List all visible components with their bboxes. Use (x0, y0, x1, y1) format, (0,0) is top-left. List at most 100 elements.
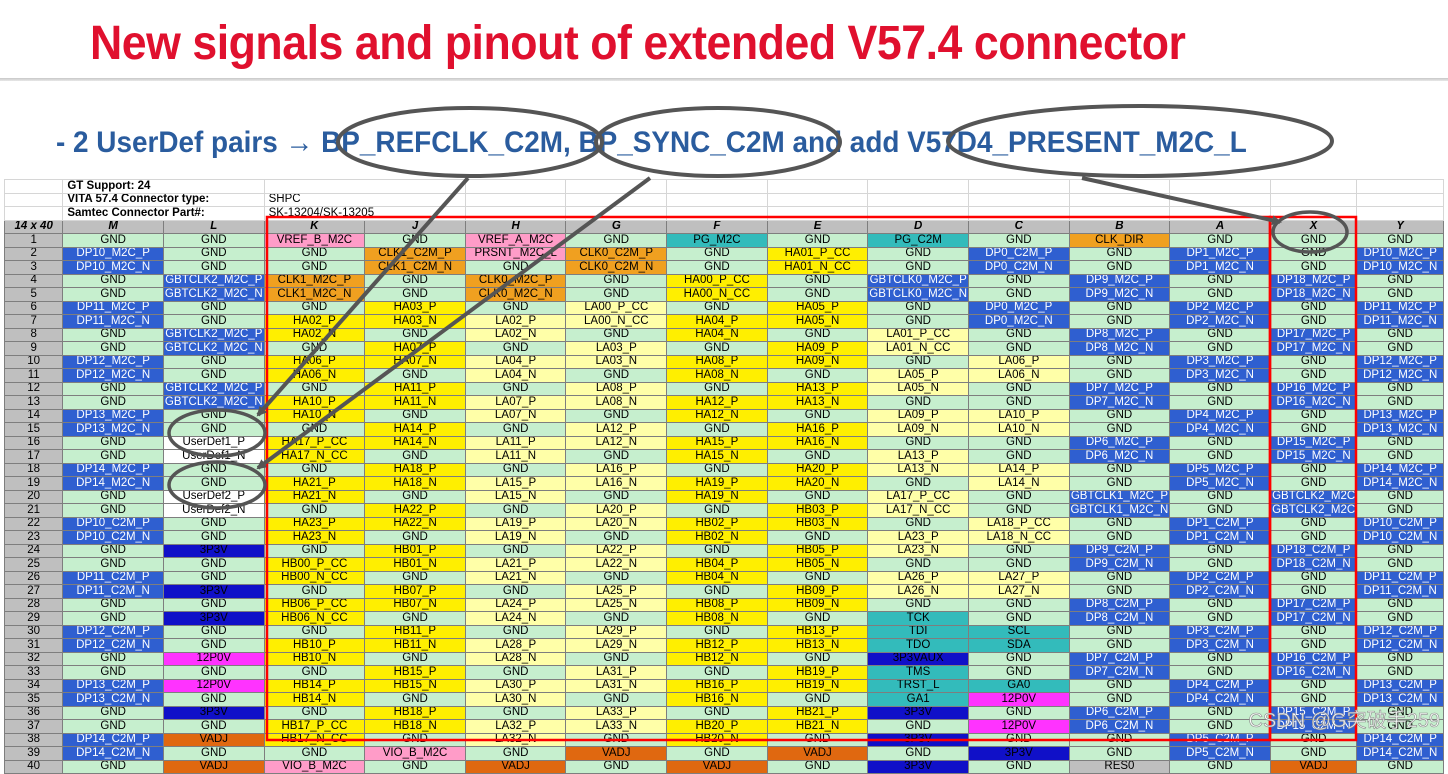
pin-cell: LA18_N_CC (967, 530, 1070, 545)
pin-cell: GND (62, 651, 164, 666)
pin-cell: GND (967, 732, 1070, 747)
pin-cell: CLK0_M2C_P (464, 273, 567, 288)
pin-row: 23 DP10_C2M_N GND HA23_N GND LA19_N GND HB02_N G… (3, 530, 1444, 545)
pin-cell: GND (1269, 624, 1358, 639)
pin-cell: GND (967, 435, 1070, 450)
pin-cell: GND (162, 516, 265, 531)
pin-cell: GND (1269, 246, 1358, 261)
pin-cell: GND (464, 624, 567, 639)
pin-cell: DP13_C2M_N (1356, 692, 1444, 707)
pin-row: 34 DP13_C2M_P 12P0V HB14_P HB15_N LA30_P LA31_… (3, 678, 1444, 693)
pin-cell: GND (666, 246, 768, 261)
pin-cell: GND (1068, 260, 1171, 275)
pin-cell: GND (364, 273, 466, 288)
pin-cell: GND (967, 651, 1070, 666)
pin-cell: HA10_N (263, 408, 366, 423)
pin-cell: GND (62, 395, 164, 410)
pin-cell: LA19_P (464, 516, 567, 531)
info-blank-cell (1068, 206, 1171, 221)
info-blank-cell (1169, 206, 1271, 221)
pin-cell: GND (263, 260, 366, 275)
pin-cell: GND (162, 462, 265, 477)
pin-cell: GND (62, 597, 164, 612)
pin-cell: HB21_N (766, 719, 869, 734)
pin-cell: GBTCLK2_M2C_P (162, 381, 265, 396)
pin-cell: DP16_M2C_P (1269, 381, 1358, 396)
pin-cell: DP7_C2M_P (1068, 651, 1171, 666)
pin-cell: GND (464, 746, 567, 761)
pin-cell: GND (1269, 462, 1358, 477)
pin-cell: GND (1356, 273, 1444, 288)
pin-cell: UserDef1_P (162, 435, 265, 450)
pin-cell: GND (1169, 273, 1271, 288)
pin-cell: GBTCLK2_M2C_P (162, 273, 265, 288)
pin-cell: GND (867, 300, 969, 315)
pin-cell: GND (1269, 732, 1358, 747)
pin-cell: GND (967, 503, 1070, 518)
pin-cell: GND (565, 759, 668, 774)
grid-size-label: 14 x 40 (3, 219, 64, 234)
pin-cell: LA19_N (464, 530, 567, 545)
pin-cell: DP17_C2M_N (1269, 611, 1358, 626)
pin-cell: GND (464, 705, 567, 720)
pin-cell: GND (263, 503, 366, 518)
info-label: VITA 57.4 Connector type: (62, 192, 265, 207)
pin-row: 39 DP14_C2M_N GND GND VIO_B_M2C GND VADJ GND VAD… (3, 746, 1444, 761)
pin-cell: GND (62, 557, 164, 572)
pin-row: 9 GND GBTCLK2_M2C_N GND HA07_P GND LA03_P GND HA… (3, 341, 1444, 356)
pin-cell: HB09_P (766, 584, 869, 599)
pin-cell: LA13_N (867, 462, 969, 477)
pin-cell: GND (1068, 692, 1171, 707)
pin-cell: GND (1068, 638, 1171, 653)
pin-cell: GND (1068, 300, 1171, 315)
row-number: 20 (3, 489, 64, 504)
pin-cell: LA01_P_CC (867, 327, 969, 342)
pin-cell: LA00_P_CC (565, 300, 668, 315)
info-blank-cell (867, 206, 969, 221)
pin-cell: HB00_N_CC (263, 570, 366, 585)
pin-row: 33 GND GND GND HB15_P GND LA31_P GND HB19_P TMS GN… (3, 665, 1444, 680)
pin-row: 16 GND UserDef1_P HA17_P_CC HA14_N LA11_P LA12… (3, 435, 1444, 450)
pin-cell: LA33_N (565, 719, 668, 734)
pin-cell: LA03_P (565, 341, 668, 356)
pin-cell: SDA (967, 638, 1070, 653)
pin-cell: HB03_N (766, 516, 869, 531)
info-blank-cell (1068, 179, 1171, 194)
pin-cell: GND (364, 489, 466, 504)
pin-row: 10 DP12_M2C_P GND HA06_P HA07_N LA04_P LA03_N H… (3, 354, 1444, 369)
pin-cell: HB13_N (766, 638, 869, 653)
pin-cell: DP5_M2C_N (1169, 476, 1271, 491)
pin-cell: HB17_P_CC (263, 719, 366, 734)
pin-cell: GND (1169, 651, 1271, 666)
pin-cell: GND (162, 624, 265, 639)
pin-cell: GND (1356, 395, 1444, 410)
info-blank-cell (3, 192, 64, 207)
pin-cell: DP9_M2C_N (1068, 287, 1171, 302)
pin-cell: GND (867, 476, 969, 491)
pin-cell: HA04_N (666, 327, 768, 342)
pin-cell: GND (1356, 287, 1444, 302)
pin-cell: CLK0_M2C_N (464, 287, 567, 302)
pin-cell: HA19_P (666, 476, 768, 491)
pin-cell: GND (1068, 516, 1171, 531)
pin-cell: DP11_C2M_P (1356, 570, 1444, 585)
column-header-k: K (263, 219, 366, 234)
pin-cell: DP7_C2M_N (1068, 665, 1171, 680)
pin-cell: GND (1356, 435, 1444, 450)
pin-cell: GND (967, 449, 1070, 464)
pin-cell: GND (464, 422, 567, 437)
pin-row: 4 GND GBTCLK2_M2C_P CLK1_M2C_P GND CLK0_M2C_P… (3, 273, 1444, 288)
pin-cell: GND (1356, 449, 1444, 464)
pin-row: 24 GND 3P3V GND HB01_P GND LA22_P GND HB05_P LA23… (3, 543, 1444, 558)
row-number: 38 (3, 732, 64, 747)
pin-cell: GND (565, 233, 668, 248)
row-number: 4 (3, 273, 64, 288)
pin-cell: GND (766, 233, 869, 248)
pin-cell: GND (666, 381, 768, 396)
pin-row: 38 DP14_C2M_P VADJ HB17_N_CC GND LA32_N GND HB2… (3, 732, 1444, 747)
pin-cell: DP0_C2M_P (967, 246, 1070, 261)
pin-cell: HA14_N (364, 435, 466, 450)
pin-cell: GND (766, 651, 869, 666)
pin-cell: HA23_P (263, 516, 366, 531)
pin-cell: GND (1068, 408, 1171, 423)
